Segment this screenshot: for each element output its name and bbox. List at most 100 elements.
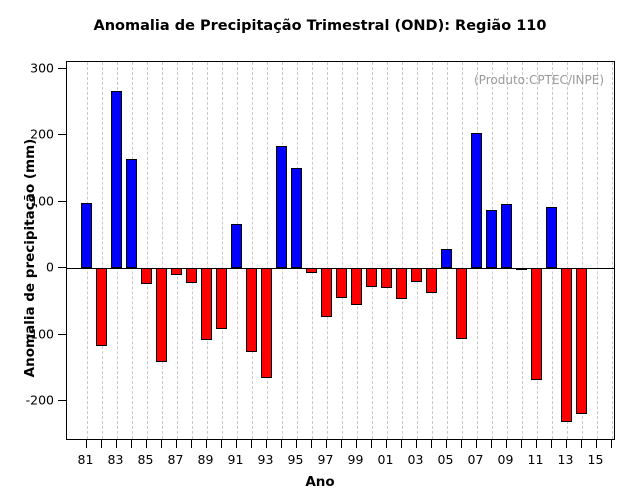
x-axis: 81 83 85 87 89 91 93 95 97 99 01 03 05 07 09 11 13 15 Ano — [0, 440, 640, 500]
grid-line — [251, 62, 253, 439]
x-tick-label: 97 — [317, 452, 334, 467]
grid-line — [101, 62, 103, 439]
bar-82 — [95, 268, 108, 346]
bar-00 — [365, 268, 378, 287]
y-tick-mark — [58, 67, 66, 69]
x-tick-label: 01 — [377, 452, 394, 467]
grid-line — [431, 62, 433, 439]
x-tick-label: 91 — [227, 452, 244, 467]
y-tick-label: -200 — [25, 392, 54, 408]
x-tick-mark — [220, 440, 222, 448]
x-tick-mark — [475, 440, 477, 448]
x-tick-mark — [325, 440, 327, 448]
grid-line — [581, 62, 583, 439]
y-tick-label: 0 — [46, 259, 54, 275]
x-tick-label: 81 — [77, 452, 94, 467]
grid-line — [176, 62, 178, 439]
x-tick-mark — [100, 440, 102, 448]
bar-84 — [125, 159, 138, 269]
bar-88 — [185, 268, 198, 283]
bar-06 — [455, 268, 468, 339]
x-tick-mark — [535, 440, 537, 448]
x-tick-mark — [250, 440, 252, 448]
grid-line — [371, 62, 373, 439]
bar-12 — [545, 206, 558, 269]
x-tick-mark — [160, 440, 162, 448]
grid-line — [266, 62, 268, 439]
x-tick-mark — [385, 440, 387, 448]
x-tick-mark — [235, 440, 237, 448]
grid-line — [326, 62, 328, 439]
grid-line — [566, 62, 568, 439]
bar-97 — [320, 268, 333, 317]
bar-92 — [245, 268, 258, 352]
x-tick-mark — [205, 440, 207, 448]
grid-line — [401, 62, 403, 439]
bar-09 — [500, 204, 513, 269]
x-tick-mark — [145, 440, 147, 448]
grid-line — [341, 62, 343, 439]
x-tick-mark — [400, 440, 402, 448]
bar-83 — [110, 90, 123, 269]
x-tick-mark — [85, 440, 87, 448]
grid-line — [521, 62, 523, 439]
bar-05 — [440, 248, 453, 269]
x-tick-mark — [520, 440, 522, 448]
bar-11 — [530, 268, 543, 380]
grid-line — [356, 62, 358, 439]
bar-94 — [275, 146, 288, 269]
x-tick-label: 09 — [497, 452, 514, 467]
bar-89 — [200, 268, 213, 340]
y-tick-mark — [58, 400, 66, 402]
x-tick-label: 83 — [107, 452, 124, 467]
x-tick-mark — [580, 440, 582, 448]
grid-line — [146, 62, 148, 439]
bar-85 — [140, 268, 153, 285]
x-tick-mark — [490, 440, 492, 448]
x-tick-label: 99 — [347, 452, 364, 467]
x-tick-mark — [295, 440, 297, 448]
bar-93 — [260, 268, 273, 379]
bar-91 — [230, 223, 243, 269]
x-tick-label: 15 — [587, 452, 604, 467]
grid-line — [461, 62, 463, 439]
page-title: Anomalia de Precipitação Trimestral (OND… — [93, 18, 547, 34]
bar-90 — [215, 268, 228, 330]
bar-series — [67, 62, 614, 439]
bar-98 — [335, 268, 348, 299]
x-axis-title: Ano — [305, 474, 335, 490]
x-tick-mark — [550, 440, 552, 448]
x-tick-mark — [280, 440, 282, 448]
y-tick-label: 100 — [30, 193, 54, 209]
bar-96 — [305, 268, 318, 274]
x-tick-label: 89 — [197, 452, 214, 467]
grid-line — [191, 62, 193, 439]
x-tick-mark — [370, 440, 372, 448]
bar-10 — [515, 268, 528, 271]
x-tick-mark — [445, 440, 447, 448]
bar-08 — [485, 210, 498, 269]
grid-line — [596, 62, 598, 439]
x-tick-label: 93 — [257, 452, 274, 467]
grid-line — [416, 62, 418, 439]
bar-99 — [350, 268, 363, 305]
bar-02 — [395, 268, 408, 300]
plot-area: (Produto:CPTEC/INPE) — [66, 61, 615, 440]
grid-line — [536, 62, 538, 439]
bar-14 — [575, 268, 588, 414]
bar-86 — [155, 268, 168, 362]
bar-13 — [560, 268, 573, 423]
grid-line — [611, 62, 613, 439]
y-tick-mark — [58, 333, 66, 335]
y-tick-label: 300 — [30, 60, 54, 76]
x-tick-label: 87 — [167, 452, 184, 467]
grid-lines — [67, 62, 614, 439]
x-tick-mark — [265, 440, 267, 448]
bar-95 — [290, 167, 303, 269]
x-tick-label: 13 — [557, 452, 574, 467]
x-tick-mark — [190, 440, 192, 448]
bar-07 — [470, 133, 483, 269]
x-tick-mark — [175, 440, 177, 448]
x-tick-mark — [610, 440, 612, 448]
x-tick-label: 03 — [407, 452, 424, 467]
